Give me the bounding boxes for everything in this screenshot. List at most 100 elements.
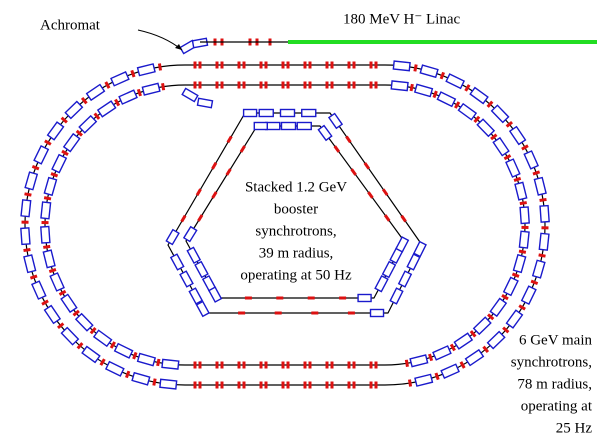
dipole-magnet: [437, 92, 455, 106]
quad-magnet: [331, 82, 334, 89]
dipole-magnet: [493, 138, 509, 156]
quad-magnet: [370, 382, 373, 389]
quad-magnet: [238, 362, 241, 369]
dipole-magnet: [329, 114, 342, 129]
quad-magnet: [460, 361, 466, 369]
dipole-magnet: [61, 328, 78, 345]
label-line: synchrotrons,: [511, 354, 592, 370]
quad-magnet: [413, 64, 417, 71]
dipole-magnet: [533, 260, 545, 278]
quad-magnet: [221, 82, 224, 89]
dipole-magnet: [50, 273, 64, 291]
dipole-magnet: [477, 119, 494, 136]
dipole-magnet: [410, 355, 427, 367]
booster-label: Stacked 1.2 GeVboostersynchrotrons,39 m …: [240, 179, 352, 283]
dipole-magnet: [414, 242, 426, 257]
quad-magnet: [260, 362, 263, 369]
dipole-magnet: [534, 178, 546, 195]
quad-magnet: [245, 297, 252, 300]
dipole-magnet: [79, 116, 96, 133]
quad-magnet: [61, 150, 69, 156]
quad-magnet: [243, 382, 246, 389]
label-line: booster: [274, 201, 318, 217]
dipole-magnet: [540, 206, 549, 223]
quad-magnet: [375, 62, 378, 69]
dipole-magnet: [539, 233, 549, 250]
dipole-magnet: [119, 90, 137, 104]
dipole-magnet: [43, 250, 55, 267]
quad-magnet: [311, 312, 318, 315]
dipole-magnet: [259, 110, 273, 117]
label-line: 39 m radius,: [259, 245, 334, 261]
quad-magnet: [287, 82, 290, 89]
quad-magnet: [384, 214, 391, 221]
dipole-magnet: [504, 277, 518, 295]
quad-magnet: [304, 382, 307, 389]
quad-magnet: [309, 362, 312, 369]
quad-magnet: [44, 140, 52, 146]
quad-magnet: [405, 360, 409, 367]
quad-magnet: [326, 362, 329, 369]
quad-magnet: [309, 62, 312, 69]
quad-magnet: [199, 62, 202, 69]
dipole-magnet: [492, 105, 509, 122]
quad-magnet: [199, 82, 202, 89]
quad-magnet: [353, 82, 356, 89]
quad-magnet: [440, 72, 445, 80]
dipole-magnet: [420, 65, 438, 77]
quad-magnet: [370, 62, 373, 69]
quad-magnet: [364, 162, 370, 169]
quad-magnet: [43, 245, 50, 249]
dipole-magnet: [433, 346, 451, 360]
quad-magnet: [216, 62, 219, 69]
dipole-magnet: [24, 255, 36, 272]
quad-magnet: [521, 226, 528, 229]
quad-magnet: [308, 297, 315, 300]
dipole-magnet: [254, 123, 267, 130]
quad-magnet: [240, 145, 246, 153]
quad-magnet: [353, 362, 356, 369]
quad-magnet: [464, 84, 470, 92]
dipole-magnet: [488, 332, 505, 349]
dipole-magnet: [64, 134, 80, 152]
dipole-magnet: [52, 155, 66, 173]
quad-magnet: [59, 290, 67, 296]
quad-magnet: [180, 215, 186, 223]
quad-magnet: [194, 82, 197, 89]
quad-magnet: [238, 312, 245, 315]
quad-magnet: [282, 362, 285, 369]
quad-magnet: [260, 82, 263, 89]
linac-label: 180 MeV H⁻ Linac: [343, 11, 461, 27]
quad-magnet: [410, 84, 414, 91]
quad-magnet: [309, 382, 312, 389]
achromat-label: Achromat: [40, 17, 101, 33]
label-line: Stacked 1.2 GeV: [245, 179, 347, 195]
quad-magnet: [44, 196, 51, 200]
label-line: operating at 50 Hz: [240, 267, 352, 283]
quad-magnet: [216, 362, 219, 369]
dipole-magnet: [446, 74, 464, 88]
dipole-magnet: [138, 64, 155, 76]
dipole-magnet: [466, 350, 484, 366]
quad-magnet: [538, 253, 545, 257]
quad-magnet: [348, 82, 351, 89]
dipole-magnet: [399, 271, 412, 287]
quad-magnet: [152, 378, 156, 385]
dipole-magnet: [297, 123, 311, 130]
quad-magnet: [265, 82, 268, 89]
quad-magnet: [260, 62, 263, 69]
quad-magnet: [276, 297, 283, 300]
quad-magnet: [194, 382, 197, 389]
diagram: Achromat 180 MeV H⁻ Linac Stacked 1.2 Ge…: [0, 0, 597, 435]
quad-magnet: [41, 221, 48, 224]
quad-magnet: [304, 362, 307, 369]
dipole-magnet: [282, 123, 296, 130]
quad-magnet: [518, 304, 526, 310]
page: {"labels": { "linac": "180 MeV H\u207b L…: [0, 0, 597, 435]
quad-magnet: [199, 382, 202, 389]
quad-magnet: [260, 382, 263, 389]
quad-magnet: [450, 344, 456, 352]
dipole-magnet: [209, 287, 221, 302]
quad-magnet: [216, 82, 219, 89]
quad-magnet: [454, 101, 460, 109]
